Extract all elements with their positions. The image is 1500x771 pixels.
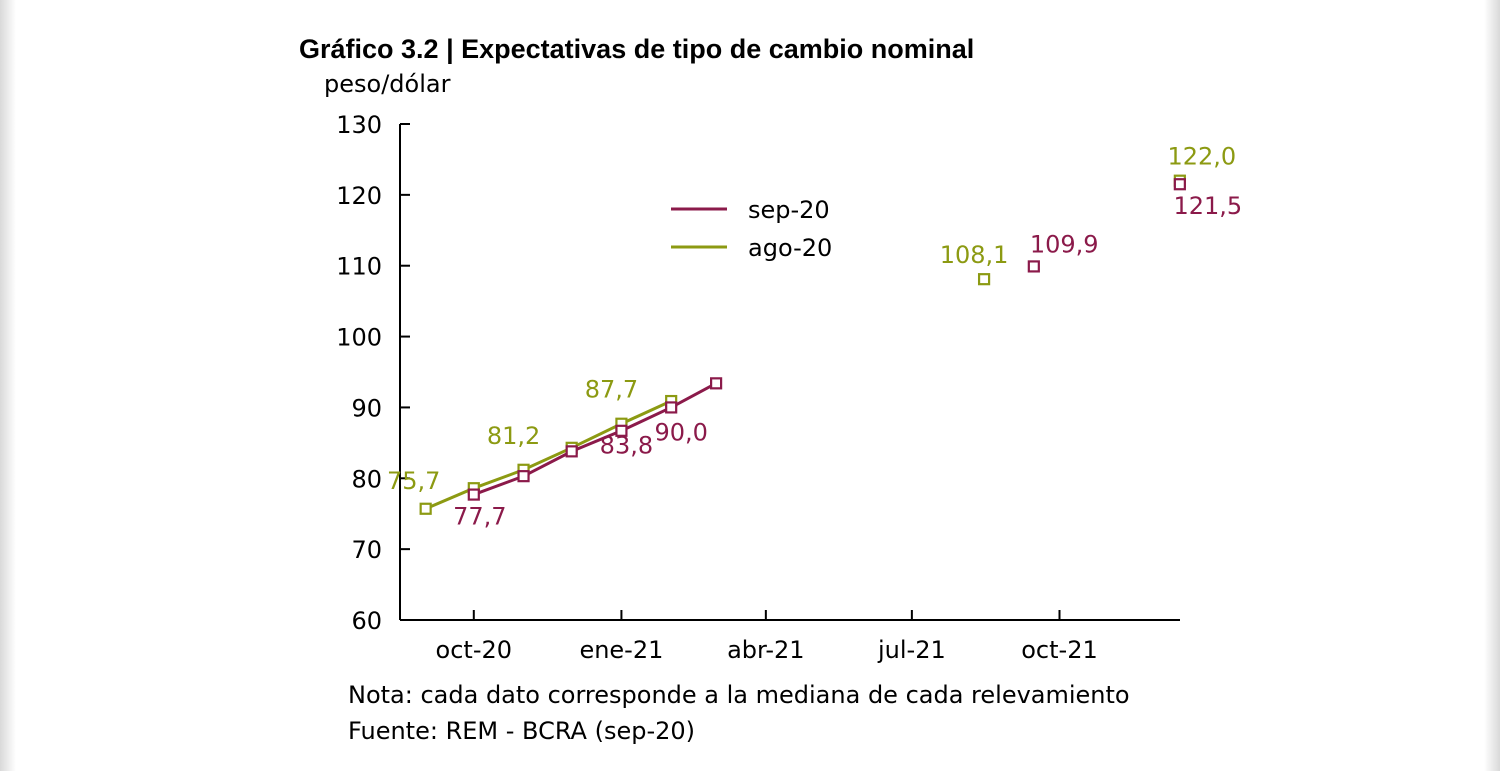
right-edge-shadow [1484, 0, 1500, 771]
left-edge-shadow [0, 0, 16, 771]
data-label-ago-20: 122,0 [1167, 143, 1236, 171]
data-label-ago-20: 75,7 [387, 467, 440, 495]
chart-title: Gráfico 3.2 | Expectativas de tipo de ca… [299, 34, 975, 64]
legend-label-ago-20: ago-20 [748, 234, 832, 262]
x-tick-label: jul-21 [877, 636, 946, 664]
y-tick-label: 100 [336, 324, 382, 352]
data-point-sep-20 [1027, 260, 1040, 273]
y-tick-label: 130 [336, 111, 382, 139]
data-label-sep-20: 121,5 [1173, 192, 1242, 220]
series-line-sep-20 [473, 382, 717, 496]
chart-source: Fuente: REM - BCRA (sep-20) [348, 717, 696, 745]
data-label-sep-20: 109,9 [1030, 230, 1099, 258]
data-point-sep-20 [1173, 178, 1186, 191]
data-point-sep-20 [615, 424, 628, 437]
data-point-ago-20 [419, 502, 432, 515]
y-tick-label: 120 [336, 182, 382, 210]
data-label-ago-20: 81,2 [487, 422, 540, 450]
data-point-sep-20 [710, 377, 723, 390]
data-label-ago-20: 87,7 [585, 376, 638, 404]
y-tick-label: 70 [351, 536, 382, 564]
y-tick-label: 60 [351, 607, 382, 635]
data-label-ago-20: 108,1 [940, 241, 1009, 269]
chart-note: Nota: cada dato corresponde a la mediana… [348, 681, 1130, 709]
data-point-ago-20 [977, 273, 991, 286]
data-point-sep-20 [565, 445, 578, 458]
legend-label-sep-20: sep-20 [748, 196, 830, 224]
data-label-sep-20: 83,8 [600, 431, 653, 459]
x-tick-label: oct-20 [436, 636, 513, 664]
series-line-ago-20 [425, 399, 672, 511]
y-axis-unit-label: peso/dólar [324, 70, 451, 98]
y-tick-label: 90 [351, 394, 382, 422]
data-label-sep-20: 90,0 [654, 418, 707, 446]
x-tick-label: abr-21 [727, 636, 804, 664]
x-tick-label: oct-21 [1021, 636, 1098, 664]
data-point-sep-20 [517, 470, 530, 483]
data-point-sep-20 [665, 401, 678, 414]
y-tick-label: 110 [336, 253, 382, 281]
data-point-sep-20 [467, 488, 480, 501]
x-tick-label: ene-21 [579, 636, 663, 664]
data-label-sep-20: 77,7 [453, 503, 506, 531]
y-tick-label: 80 [351, 465, 382, 493]
